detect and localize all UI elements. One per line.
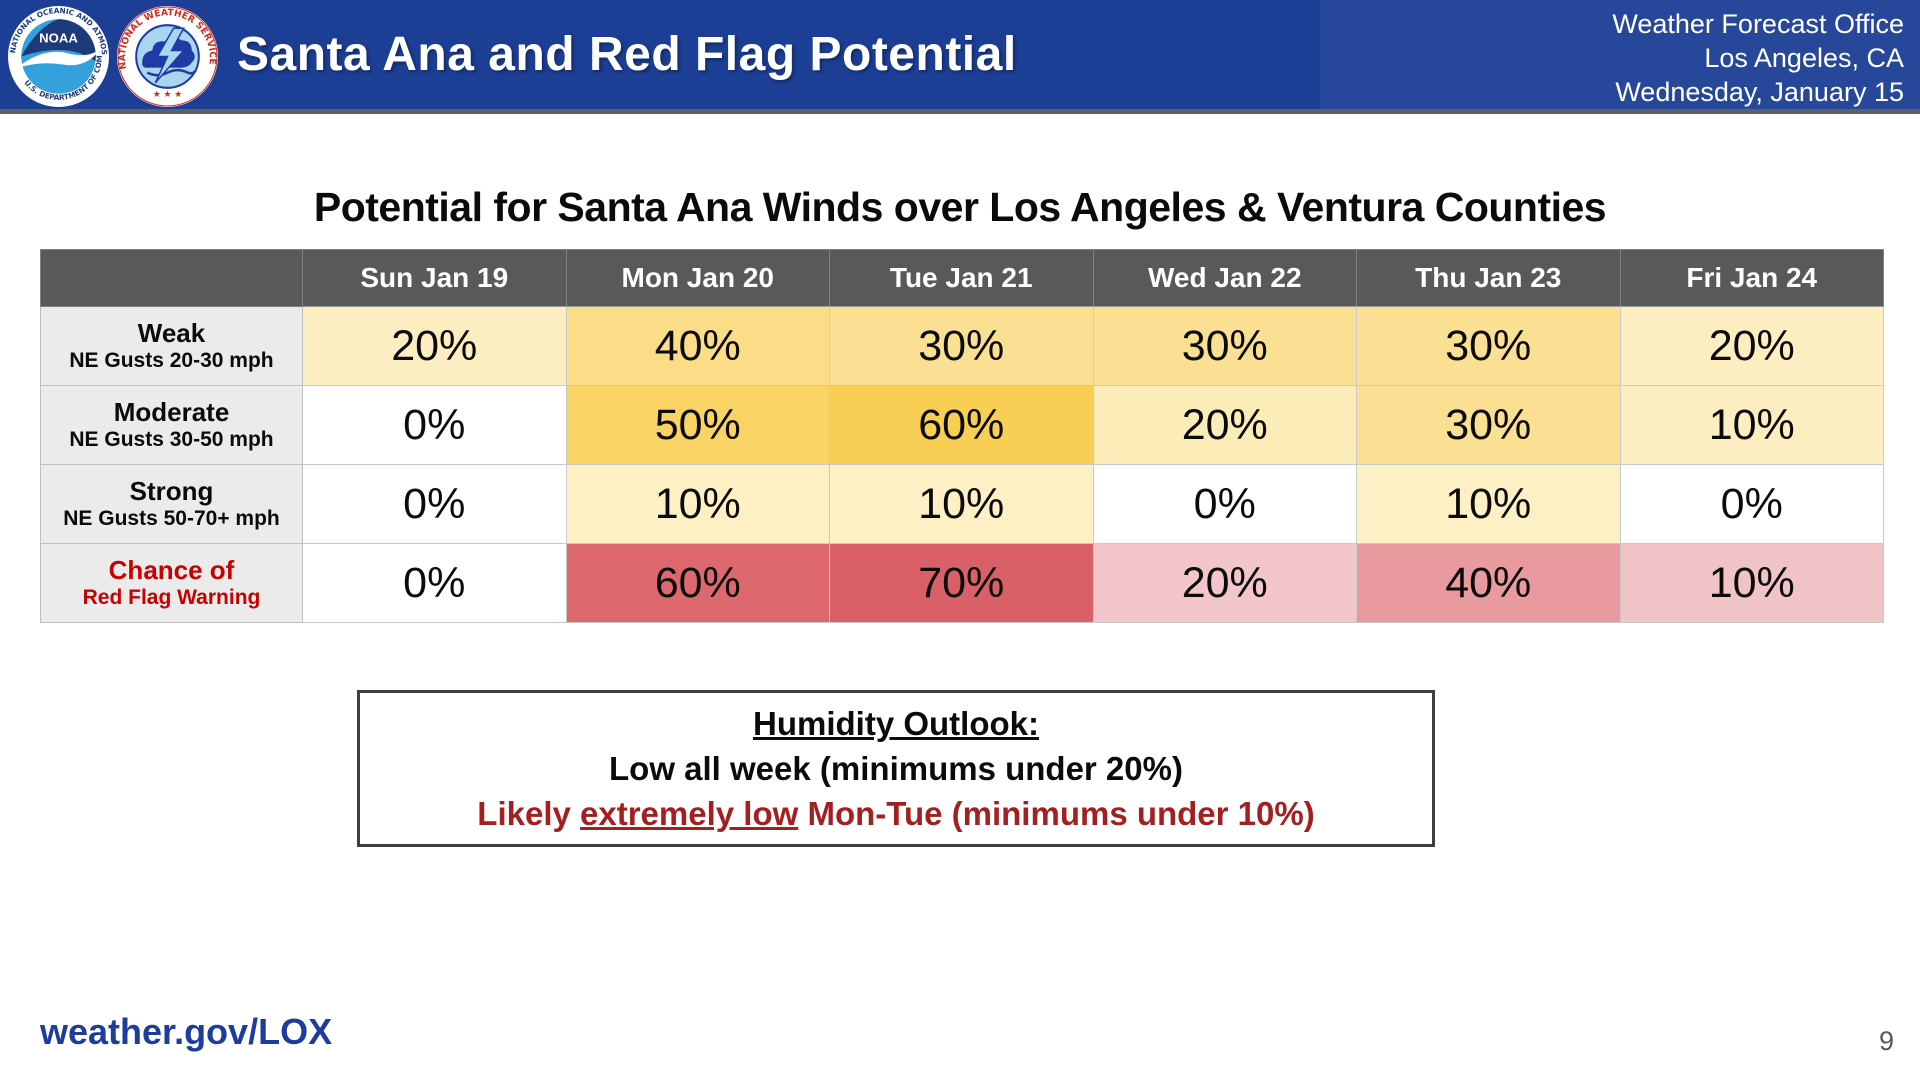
noaa-center-text: NOAA bbox=[39, 30, 78, 45]
table-row-weak: Weak NE Gusts 20-30 mph 20% 40% 30% 30% … bbox=[40, 306, 1884, 386]
humidity-outlook-box: Humidity Outlook: Low all week (minimums… bbox=[357, 690, 1435, 847]
column-header-fri: Fri Jan 24 bbox=[1619, 249, 1884, 307]
page-number: 9 bbox=[1878, 1026, 1894, 1056]
nws-logo-icon: NATIONAL WEATHER SERVICE ★ ★ ★ bbox=[117, 6, 218, 107]
row-label-weak: Weak NE Gusts 20-30 mph bbox=[40, 306, 303, 386]
page-title: Santa Ana and Red Flag Potential bbox=[237, 28, 1017, 81]
table-row-moderate: Moderate NE Gusts 30-50 mph 0% 50% 60% 2… bbox=[40, 385, 1884, 465]
table-cell: 30% bbox=[1092, 306, 1357, 386]
table-cell: 30% bbox=[1356, 385, 1621, 465]
row-label-moderate: Moderate NE Gusts 30-50 mph bbox=[40, 385, 303, 465]
humidity-line3-underlined: extremely low bbox=[580, 795, 799, 832]
row-label-main: Strong bbox=[129, 476, 214, 506]
table-cell: 10% bbox=[1619, 385, 1884, 465]
row-label-main: Weak bbox=[137, 318, 206, 348]
table-cell: 20% bbox=[1619, 306, 1884, 386]
table-cell: 30% bbox=[829, 306, 1094, 386]
table-row-red-flag: Chance of Red Flag Warning 0% 60% 70% 20… bbox=[40, 543, 1884, 623]
column-header-mon: Mon Jan 20 bbox=[565, 249, 830, 307]
header-band: NATIONAL OCEANIC AND ATMOSPHERIC ADMINIS… bbox=[0, 0, 1920, 114]
table-corner-cell bbox=[40, 249, 303, 307]
row-label-main: Chance of bbox=[108, 555, 235, 585]
table-cell: 10% bbox=[829, 464, 1094, 544]
table-cell: 10% bbox=[565, 464, 830, 544]
office-block: Weather Forecast Office Los Angeles, CA … bbox=[1612, 7, 1904, 109]
table-cell: 20% bbox=[1092, 385, 1357, 465]
noaa-logo-icon: NATIONAL OCEANIC AND ATMOSPHERIC ADMINIS… bbox=[8, 6, 109, 107]
row-label-sub: NE Gusts 50-70+ mph bbox=[63, 507, 280, 530]
row-label-sub: Red Flag Warning bbox=[82, 586, 261, 609]
table-cell: 0% bbox=[302, 385, 567, 465]
humidity-line3-post: Mon-Tue (minimums under 10%) bbox=[798, 795, 1315, 832]
row-label-main: Moderate bbox=[113, 397, 230, 427]
table-cell: 0% bbox=[302, 464, 567, 544]
weather-gov-link[interactable]: weather.gov/LOX bbox=[40, 1011, 333, 1052]
table-cell: 60% bbox=[829, 385, 1094, 465]
row-label-sub: NE Gusts 20-30 mph bbox=[69, 349, 274, 372]
office-line-2: Los Angeles, CA bbox=[1704, 43, 1904, 73]
table-cell: 70% bbox=[829, 543, 1094, 623]
humidity-line-3: Likely extremely low Mon-Tue (minimums u… bbox=[477, 791, 1314, 836]
humidity-title: Humidity Outlook: bbox=[753, 705, 1039, 742]
table-cell: 0% bbox=[1619, 464, 1884, 544]
table-cell: 20% bbox=[302, 306, 567, 386]
table-row-strong: Strong NE Gusts 50-70+ mph 0% 10% 10% 0%… bbox=[40, 464, 1884, 544]
table-title: Potential for Santa Ana Winds over Los A… bbox=[313, 184, 1607, 230]
office-line-1: Weather Forecast Office bbox=[1612, 9, 1904, 39]
table-cell: 10% bbox=[1619, 543, 1884, 623]
row-label-red-flag: Chance of Red Flag Warning bbox=[40, 543, 303, 623]
office-line-3: Wednesday, January 15 bbox=[1615, 77, 1904, 107]
table-cell: 0% bbox=[1092, 464, 1357, 544]
table-cell: 60% bbox=[565, 543, 830, 623]
column-header-sun: Sun Jan 19 bbox=[302, 249, 567, 307]
santa-ana-potential-table: Sun Jan 19 Mon Jan 20 Tue Jan 21 Wed Jan… bbox=[40, 249, 1884, 623]
table-cell: 20% bbox=[1092, 543, 1357, 623]
column-header-wed: Wed Jan 22 bbox=[1092, 249, 1357, 307]
table-cell: 0% bbox=[302, 543, 567, 623]
row-label-sub: NE Gusts 30-50 mph bbox=[69, 428, 274, 451]
column-header-thu: Thu Jan 23 bbox=[1356, 249, 1621, 307]
table-header-row: Sun Jan 19 Mon Jan 20 Tue Jan 21 Wed Jan… bbox=[40, 249, 1884, 307]
humidity-line-2: Low all week (minimums under 20%) bbox=[609, 750, 1183, 787]
table-cell: 40% bbox=[565, 306, 830, 386]
table-cell: 40% bbox=[1356, 543, 1621, 623]
table-cell: 30% bbox=[1356, 306, 1621, 386]
nws-stars: ★ ★ ★ bbox=[153, 89, 182, 99]
table-cell: 10% bbox=[1356, 464, 1621, 544]
column-header-tue: Tue Jan 21 bbox=[829, 249, 1094, 307]
humidity-line3-pre: Likely bbox=[477, 795, 581, 832]
row-label-strong: Strong NE Gusts 50-70+ mph bbox=[40, 464, 303, 544]
header-right-panel bbox=[1320, 0, 1920, 109]
table-cell: 50% bbox=[565, 385, 830, 465]
